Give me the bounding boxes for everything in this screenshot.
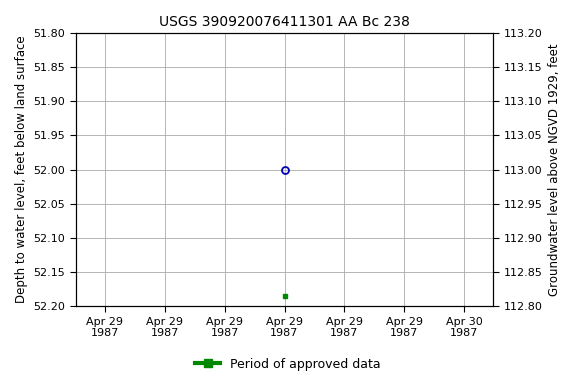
- Y-axis label: Depth to water level, feet below land surface: Depth to water level, feet below land su…: [15, 36, 28, 303]
- Y-axis label: Groundwater level above NGVD 1929, feet: Groundwater level above NGVD 1929, feet: [548, 43, 561, 296]
- Title: USGS 390920076411301 AA Bc 238: USGS 390920076411301 AA Bc 238: [159, 15, 410, 29]
- Legend: Period of approved data: Period of approved data: [190, 353, 386, 376]
